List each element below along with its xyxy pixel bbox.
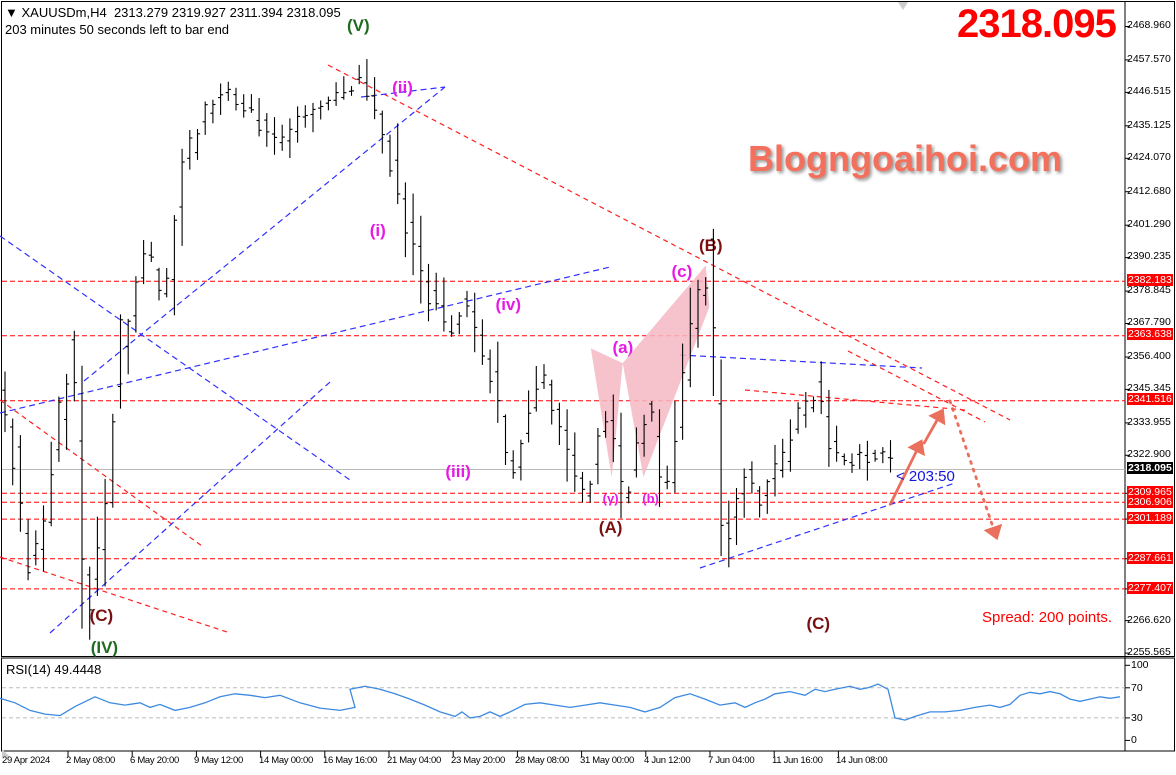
svg-text:(i): (i)	[370, 221, 386, 240]
svg-text:(C): (C)	[806, 614, 830, 633]
svg-text:(V): (V)	[347, 16, 370, 35]
svg-text:(C): (C)	[90, 606, 114, 625]
svg-text:(c): (c)	[672, 262, 693, 281]
svg-text:(ii): (ii)	[392, 78, 413, 97]
svg-text:(γ): (γ)	[603, 491, 619, 506]
svg-text:(IV): (IV)	[91, 638, 118, 657]
svg-text:(b): (b)	[642, 491, 659, 506]
svg-text:(iii): (iii)	[445, 462, 471, 481]
svg-text:Spread: 200 points.: Spread: 200 points.	[982, 609, 1112, 626]
svg-text:< 203:50: < 203:50	[896, 468, 955, 485]
svg-text:(a): (a)	[613, 338, 634, 357]
svg-text:(A): (A)	[599, 518, 623, 537]
svg-text:(iv): (iv)	[496, 295, 522, 314]
